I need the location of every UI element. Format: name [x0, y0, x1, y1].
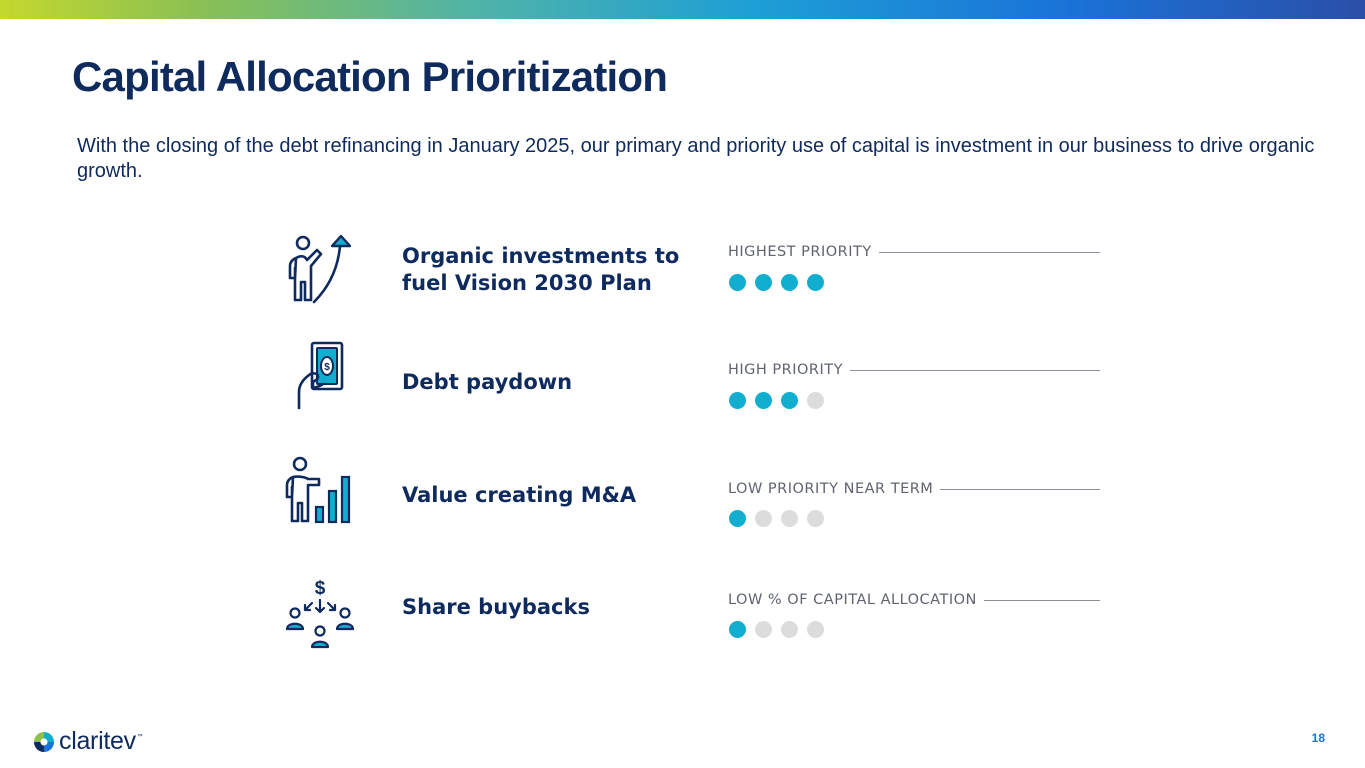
person-bar-chart-icon: [285, 456, 351, 524]
priority-dots: [729, 621, 824, 638]
priority-divider: [850, 369, 1100, 371]
priority-row-organic: Organic investments to fuel Vision 2030 P…: [0, 232, 1365, 312]
priority-dot-filled: [781, 392, 798, 409]
dollar-shareholders-icon: $: [285, 578, 355, 649]
logo-wordmark: claritev: [59, 727, 136, 755]
priority-dots: [729, 274, 824, 291]
priority-dot-filled: [755, 274, 772, 291]
logo-trademark: ™: [136, 734, 143, 740]
item-label: Organic investments to fuel Vision 2030 P…: [402, 244, 680, 295]
priority-dots: [729, 510, 824, 527]
person-growth-arrow-icon: [288, 234, 352, 304]
item-label: Share buybacks: [402, 595, 590, 619]
page-title: Capital Allocation Prioritization: [72, 53, 668, 100]
top-gradient-bar: [0, 0, 1365, 19]
priority-dot-empty: [807, 621, 824, 638]
priority-dot-filled: [729, 621, 746, 638]
priority-text: HIGHEST PRIORITY: [728, 244, 872, 260]
priority-dot-filled: [755, 392, 772, 409]
priority-dot-empty: [755, 621, 772, 638]
priority-dot-filled: [729, 274, 746, 291]
claritev-logo-mark-icon: [34, 731, 54, 752]
priority-dot-filled: [781, 274, 798, 291]
hand-holding-money-icon: $: [297, 341, 344, 410]
priority-dot-empty: [807, 392, 824, 409]
priority-dot-empty: [781, 510, 798, 527]
claritev-logo: claritev ™: [33, 727, 143, 756]
page-number: 18: [1311, 731, 1325, 745]
priority-heading: HIGHEST PRIORITY: [728, 242, 1100, 262]
priority-row-debt: $ Debt paydown HIGH PRIORITY: [0, 340, 1365, 420]
priority-heading: LOW PRIORITY NEAR TERM: [728, 479, 1100, 499]
priority-dot-empty: [781, 621, 798, 638]
priority-row-mna: Value creating M&A LOW PRIORITY NEAR TER…: [0, 453, 1365, 533]
priority-divider: [983, 599, 1100, 601]
svg-text:$: $: [324, 362, 330, 373]
priority-divider: [878, 251, 1100, 253]
priority-divider: [940, 488, 1100, 490]
priority-dot-empty: [807, 510, 824, 527]
priority-row-buybacks: $ Share buybacks LOW % OF CAPITAL ALLOCA…: [0, 576, 1365, 656]
priority-dot-filled: [729, 392, 746, 409]
priority-heading: LOW % OF CAPITAL ALLOCATION: [728, 590, 1100, 610]
item-label: Debt paydown: [402, 370, 573, 394]
priority-text: LOW PRIORITY NEAR TERM: [728, 481, 934, 497]
priority-dot-filled: [807, 274, 824, 291]
priority-text: HIGH PRIORITY: [728, 362, 844, 378]
page-subtitle: With the closing of the debt refinancing…: [77, 135, 1315, 182]
priority-heading: HIGH PRIORITY: [728, 360, 1100, 380]
priority-dot-filled: [729, 510, 746, 527]
priority-dot-empty: [755, 510, 772, 527]
priority-dots: [729, 392, 824, 409]
priority-text: LOW % OF CAPITAL ALLOCATION: [728, 592, 977, 608]
item-label: Value creating M&A: [402, 483, 637, 507]
svg-text:$: $: [315, 578, 326, 599]
